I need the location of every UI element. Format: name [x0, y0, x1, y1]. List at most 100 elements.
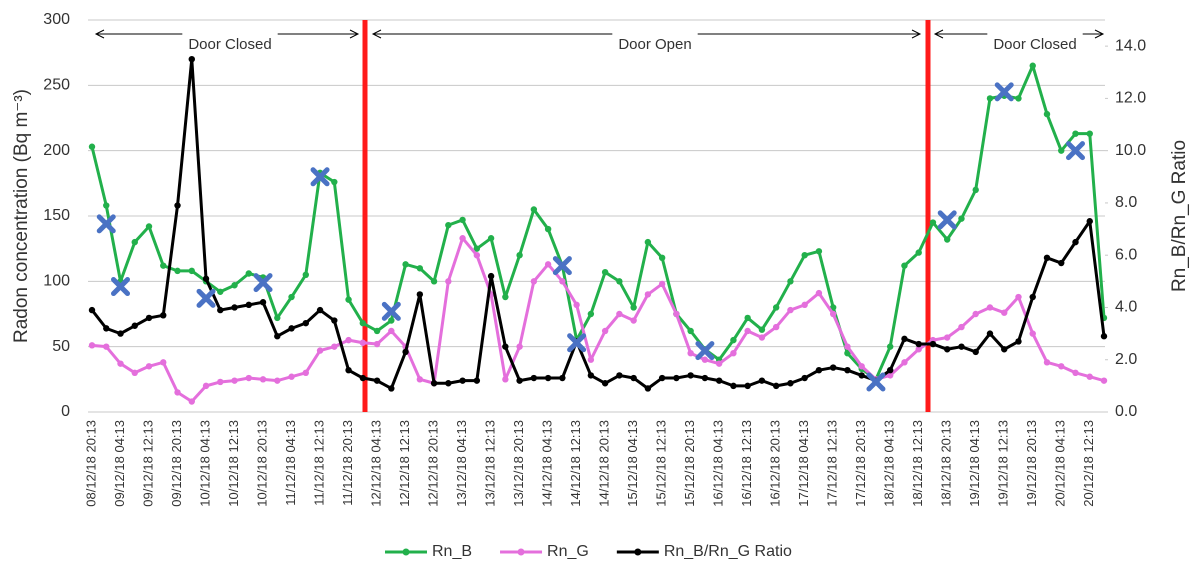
- point: [787, 278, 794, 285]
- point: [958, 215, 965, 222]
- point: [758, 377, 766, 384]
- point: [972, 310, 979, 318]
- point: [145, 314, 153, 322]
- point: [1058, 147, 1065, 154]
- point: [88, 342, 96, 349]
- point: [972, 186, 979, 194]
- y2-tick-label: 14.0: [1115, 37, 1146, 54]
- point: [673, 374, 680, 382]
- point: [1086, 373, 1093, 380]
- point: [345, 296, 352, 303]
- point: [245, 374, 252, 382]
- point: [1015, 293, 1022, 301]
- y-tick-label: 0: [61, 403, 70, 420]
- point: [758, 326, 766, 333]
- x-tick-label: 16/12/18 20:13: [768, 420, 783, 507]
- x-tick-label: 13/12/18 12:13: [483, 420, 498, 507]
- x-tick-label: 10/12/18 04:13: [197, 420, 212, 507]
- point: [202, 275, 210, 282]
- y2-tick-label: 4.0: [1115, 299, 1137, 316]
- point: [1015, 95, 1022, 102]
- point: [174, 267, 181, 275]
- point: [103, 343, 110, 350]
- point: [915, 340, 922, 348]
- cross-marker: [937, 210, 957, 230]
- point: [801, 252, 808, 259]
- point: [516, 343, 523, 350]
- x-tick-label: 15/12/18 20:13: [682, 420, 697, 507]
- point: [331, 317, 338, 324]
- y-tick-label: 250: [43, 77, 70, 94]
- x-tick-label: 13/12/18 04:13: [454, 420, 469, 507]
- point: [815, 289, 823, 297]
- point: [145, 363, 153, 370]
- point: [359, 339, 367, 346]
- point: [1029, 330, 1036, 337]
- x-tick-label: 18/12/18 12:13: [910, 420, 925, 507]
- point: [430, 278, 438, 285]
- point: [630, 374, 637, 382]
- point: [986, 95, 994, 102]
- point: [1086, 130, 1093, 137]
- legend-dot: [517, 548, 525, 556]
- x-tick-label: 17/12/18 04:13: [796, 420, 811, 507]
- point: [701, 374, 709, 382]
- point: [288, 325, 295, 332]
- point: [886, 343, 894, 350]
- y2-tick-label: 12.0: [1115, 90, 1146, 107]
- x-tick-label: 11/12/18 12:13: [311, 420, 326, 506]
- legend-label: Rn_G: [547, 543, 589, 560]
- point: [331, 343, 338, 350]
- point: [658, 254, 666, 262]
- point: [544, 261, 552, 268]
- point: [858, 363, 865, 370]
- y2-axis-title: Rn_B/Rn_G Ratio: [1169, 140, 1190, 292]
- y-axis-title: Radon concentration (Bq m⁻³): [11, 89, 32, 343]
- point: [530, 374, 538, 382]
- x-tick-label: 15/12/18 12:13: [654, 420, 669, 507]
- arrow-head: [911, 29, 922, 39]
- point: [416, 291, 424, 298]
- point: [473, 252, 481, 259]
- point: [644, 238, 652, 246]
- point: [1072, 369, 1079, 376]
- point: [1029, 293, 1036, 301]
- point: [459, 235, 466, 242]
- series-line: [91, 236, 1105, 404]
- x-tick-label: 15/12/18 04:13: [625, 420, 640, 507]
- point: [473, 245, 481, 252]
- point: [388, 327, 395, 335]
- point: [331, 178, 338, 186]
- point: [1043, 110, 1051, 118]
- point: [459, 216, 466, 224]
- point: [858, 372, 865, 379]
- point: [88, 143, 96, 150]
- point: [1086, 218, 1093, 225]
- point: [302, 319, 310, 327]
- point: [459, 377, 466, 384]
- point: [915, 346, 922, 353]
- point: [601, 268, 609, 276]
- x-tick-label: 11/12/18 04:13: [283, 420, 298, 506]
- point: [302, 271, 310, 278]
- point: [217, 378, 224, 386]
- cross-marker: [111, 277, 131, 297]
- point: [915, 249, 922, 256]
- point: [929, 219, 937, 226]
- point: [616, 372, 623, 379]
- point: [658, 280, 666, 288]
- point: [630, 304, 637, 311]
- y2-tick-label: 8.0: [1115, 194, 1137, 211]
- point: [117, 360, 124, 367]
- point: [174, 389, 181, 396]
- point: [929, 340, 937, 348]
- point: [530, 206, 538, 213]
- arrow-head: [933, 29, 944, 39]
- x-tick-label: 12/12/18 20:13: [426, 420, 441, 507]
- point: [274, 377, 281, 384]
- point: [559, 278, 566, 285]
- x-tick-label: 10/12/18 20:13: [254, 420, 269, 507]
- point: [1043, 254, 1051, 262]
- point: [787, 306, 794, 314]
- point: [530, 278, 538, 285]
